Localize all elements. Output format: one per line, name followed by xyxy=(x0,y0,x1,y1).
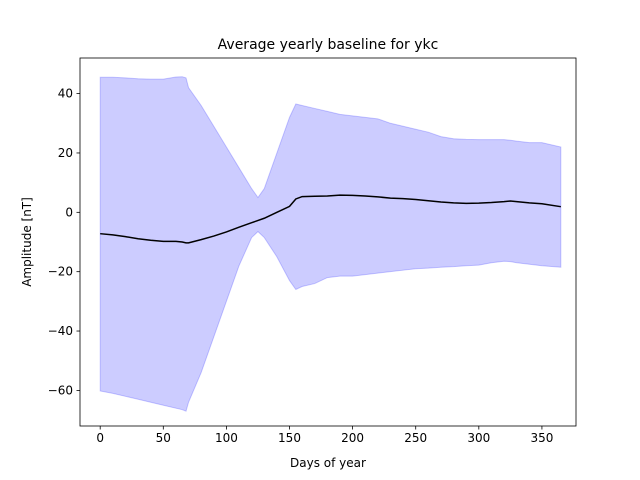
y-tick-label: 0 xyxy=(65,205,73,219)
x-tick-label: 350 xyxy=(530,431,553,445)
mean-line-layer xyxy=(100,194,561,244)
y-axis-ticks: −60 −40 −20 0 20 40 xyxy=(48,87,80,397)
y-tick-label: −20 xyxy=(48,265,73,279)
mean-baseline-line xyxy=(100,194,561,244)
x-tick-label: 0 xyxy=(96,431,104,445)
x-axis-ticks: 0 50 100 150 200 250 300 350 xyxy=(96,426,553,445)
y-tick-label: 40 xyxy=(58,87,73,101)
x-tick-label: 300 xyxy=(467,431,490,445)
confidence-band xyxy=(99,76,562,412)
y-tick-label: 20 xyxy=(58,146,73,160)
confidence-band-layer xyxy=(99,76,562,412)
x-tick-label: 100 xyxy=(215,431,238,445)
chart-title: Average yearly baseline for ykc xyxy=(218,37,439,53)
y-tick-label: −40 xyxy=(48,324,73,338)
y-tick-label: −60 xyxy=(48,383,73,397)
plot-frame xyxy=(79,57,577,427)
x-tick-label: 200 xyxy=(341,431,364,445)
x-tick-label: 150 xyxy=(278,431,301,445)
x-axis-label: Days of year xyxy=(290,456,366,470)
x-tick-label: 50 xyxy=(156,431,171,445)
y-axis-label: Amplitude [nT] xyxy=(20,197,34,287)
x-tick-label: 250 xyxy=(404,431,427,445)
